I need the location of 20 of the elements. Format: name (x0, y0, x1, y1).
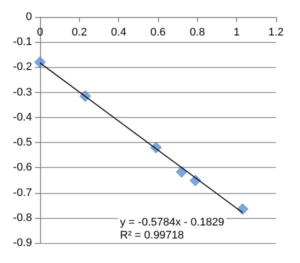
annotation: y = -0.5784x - 0.1829 (120, 216, 224, 228)
x-tick-label: 0.2 (72, 26, 87, 38)
y-tick-label: -0.3 (13, 86, 32, 98)
y-tick-label: -0.8 (13, 212, 32, 224)
y-tick-label: -0.4 (13, 111, 32, 124)
y-tick-label: -0.6 (13, 162, 32, 174)
point (34, 56, 46, 68)
y-tick-label: -0.1 (13, 36, 32, 48)
x-tick-label: 0.8 (190, 26, 205, 38)
x-tick-label: 0.6 (150, 26, 166, 38)
x-tick-label: 1.2 (268, 26, 284, 38)
y-tick-label: -0.2 (13, 61, 32, 74)
annotation: R² = 0.99718 (120, 230, 184, 242)
x-tick-label: 0.4 (111, 26, 126, 38)
y-tick-label: -0.9 (13, 237, 32, 249)
x-tick-label: 0 (36, 26, 44, 38)
y-tick-label: 0 (26, 11, 32, 23)
y-tick-label: -0.5 (13, 136, 32, 149)
y-tick-label: -0.7 (13, 186, 32, 199)
x-tick-label: 1 (234, 26, 240, 38)
